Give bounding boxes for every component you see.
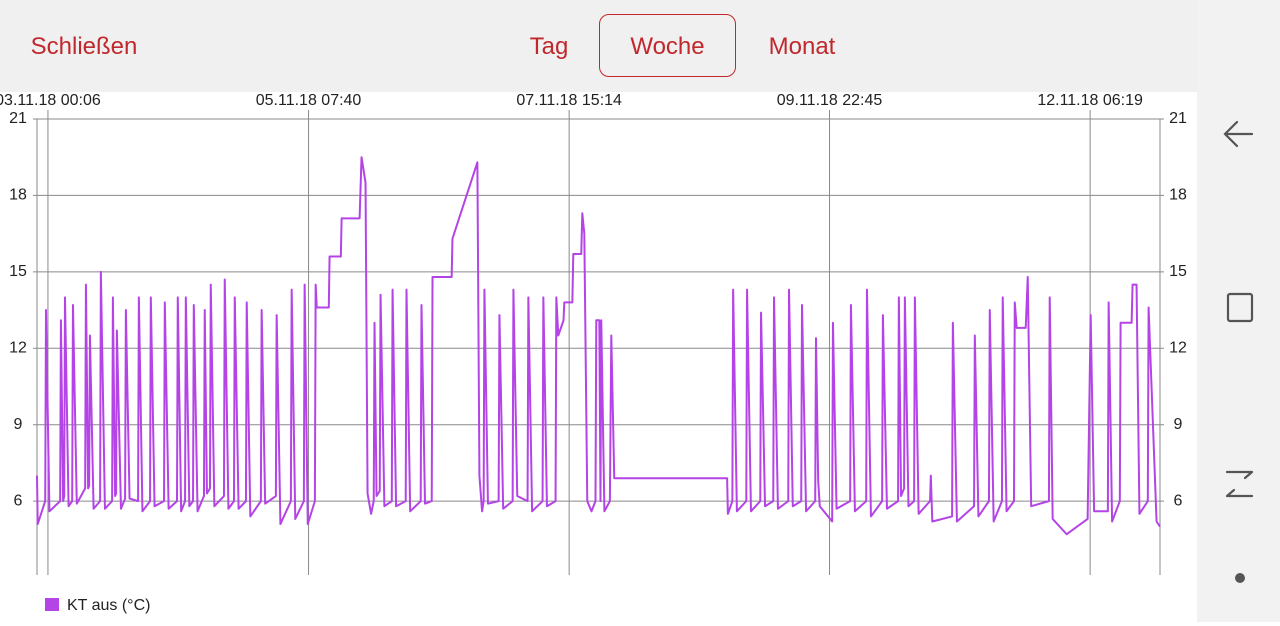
x-tick-label: 03.11.18 00:06: [0, 92, 101, 109]
x-tick-label: 12.11.18 06:19: [1037, 92, 1143, 109]
close-button[interactable]: Schließen: [30, 33, 138, 60]
y2-tick-label: 18: [1169, 187, 1187, 204]
x-tick-label: 07.11.18 15:14: [516, 92, 622, 109]
y2-tick-label: 15: [1169, 263, 1187, 280]
x-tick-label: 05.11.18 07:40: [256, 92, 362, 109]
y-tick-label: 15: [9, 263, 27, 280]
y-tick-label: 6: [14, 492, 23, 509]
top-bar: Schließen Tag Woche Monat: [0, 0, 1197, 92]
tab-button[interactable]: Monat: [768, 33, 836, 60]
nav-icons: [1223, 120, 1254, 583]
legend-swatch: [45, 598, 59, 611]
y2-tick-label: 9: [1174, 416, 1183, 433]
y2-tick-label: 12: [1169, 339, 1187, 356]
y2-tick-label: 6: [1174, 492, 1183, 509]
back-icon[interactable]: [1223, 120, 1254, 148]
tab-button[interactable]: Woche: [599, 14, 736, 77]
data-line: [36, 156, 1161, 536]
y-tick-label: 12: [9, 339, 27, 356]
y-tick-label: 18: [9, 187, 27, 204]
legend-label: KT aus (°C): [67, 597, 150, 614]
recent-icon[interactable]: [1226, 292, 1254, 323]
y-tick-label: 9: [14, 416, 23, 433]
switch-icon[interactable]: [1225, 470, 1254, 498]
y2-tick-label: 21: [1169, 110, 1187, 127]
tab-button[interactable]: Tag: [529, 33, 569, 60]
x-tick-label: 09.11.18 22:45: [777, 92, 883, 109]
nav-bar: [1197, 0, 1280, 622]
dot-icon[interactable]: [1235, 573, 1245, 583]
y-tick-label: 21: [9, 110, 27, 127]
